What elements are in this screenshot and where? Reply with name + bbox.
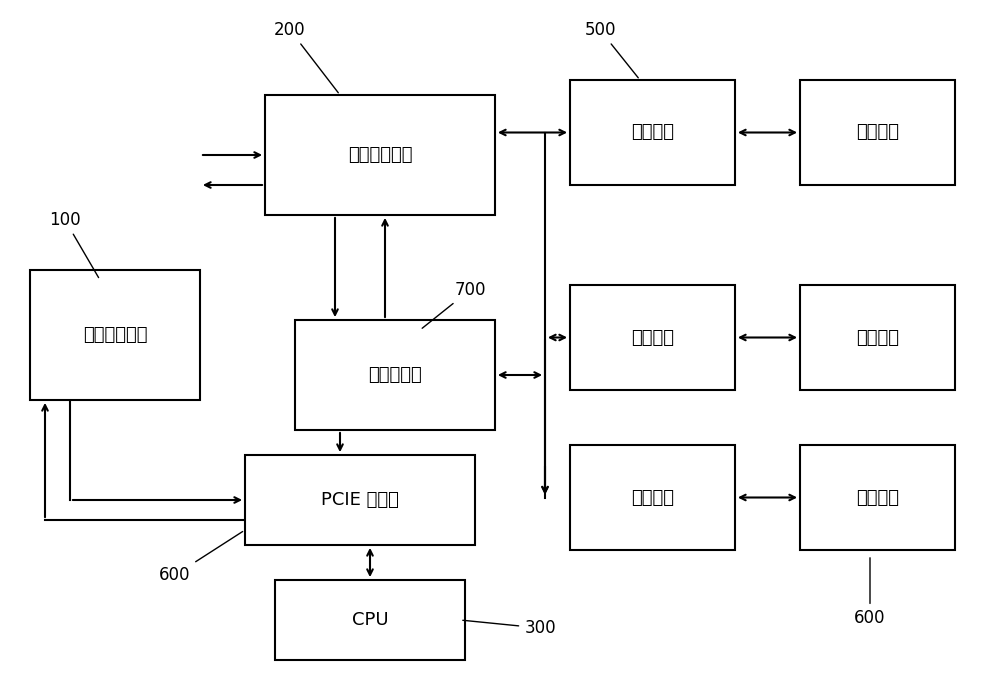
Bar — [570, 285, 735, 390]
Text: 300: 300 — [463, 619, 556, 637]
Text: CPU: CPU — [352, 611, 388, 629]
Text: 数据端口: 数据端口 — [631, 328, 674, 347]
Text: 固态硬盘: 固态硬盘 — [856, 488, 899, 507]
Text: 信号增强模块: 信号增强模块 — [83, 326, 147, 344]
Text: 600: 600 — [159, 531, 243, 584]
Bar — [800, 80, 955, 185]
Bar — [245, 455, 475, 545]
Bar — [570, 445, 735, 550]
Bar — [295, 320, 495, 430]
Text: 监控管理模块: 监控管理模块 — [348, 146, 412, 164]
Text: 数据端口: 数据端口 — [631, 488, 674, 507]
Text: 时钟信号器: 时钟信号器 — [368, 366, 422, 384]
Bar — [570, 80, 735, 185]
Bar — [800, 445, 955, 550]
Text: 固态硬盘: 固态硬盘 — [856, 328, 899, 347]
Text: PCIE 插卡槽: PCIE 插卡槽 — [321, 491, 399, 509]
Text: 固态硬盘: 固态硬盘 — [856, 123, 899, 142]
Bar — [275, 580, 465, 660]
Text: 500: 500 — [584, 21, 638, 78]
Text: 200: 200 — [274, 21, 338, 93]
Text: 600: 600 — [854, 558, 886, 627]
Text: 数据端口: 数据端口 — [631, 123, 674, 142]
Text: 700: 700 — [422, 281, 486, 328]
Bar — [265, 95, 495, 215]
Bar — [800, 285, 955, 390]
Text: 100: 100 — [49, 211, 99, 278]
Bar — [30, 270, 200, 400]
